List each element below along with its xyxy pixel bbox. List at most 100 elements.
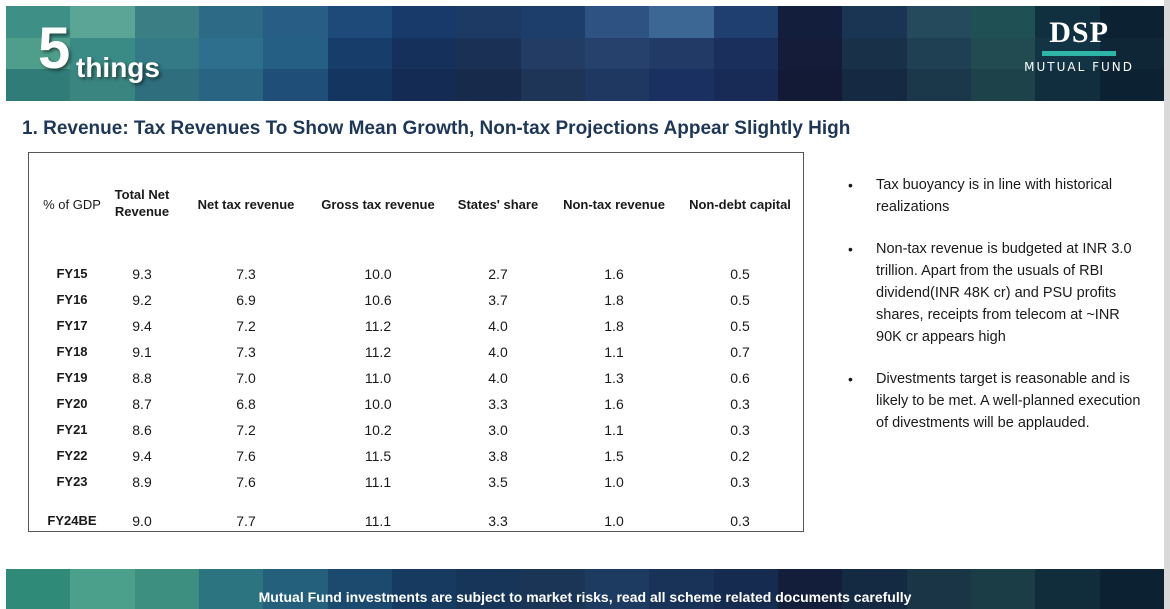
table-row: FY19 8.8 7.0 11.0 4.0 1.3 0.6 <box>29 370 803 390</box>
table-row: FY16 9.2 6.9 10.6 3.7 1.8 0.5 <box>29 292 803 312</box>
table-cell: 4.0 <box>488 344 508 360</box>
mosaic-tile <box>971 6 1036 38</box>
table-cell: 7.3 <box>236 344 256 360</box>
table-cell: 9.2 <box>132 292 152 308</box>
brand-word: things <box>76 52 160 83</box>
table-cell: 1.0 <box>604 513 624 529</box>
mosaic-tile <box>327 69 392 101</box>
mosaic-tile <box>713 37 778 70</box>
table-cell: 0.5 <box>730 292 750 308</box>
mosaic-tile <box>456 569 521 609</box>
mosaic-tile <box>70 69 135 101</box>
mosaic-tile <box>70 569 135 609</box>
mosaic-tile <box>456 69 521 101</box>
table-cell: 1.1 <box>604 344 624 360</box>
table-row: FY18 9.1 7.3 11.2 4.0 1.1 0.7 <box>29 344 803 364</box>
mosaic-tile <box>778 6 843 38</box>
mosaic-tile <box>906 569 971 609</box>
table-row: FY21 8.6 7.2 10.2 3.0 1.1 0.3 <box>29 422 803 442</box>
table-header-cell: Net tax revenue <box>197 197 295 212</box>
logo-sub-text: MUTUAL FUND <box>1024 60 1134 74</box>
table-header-cell: Gross tax revenue <box>321 197 435 212</box>
row-year-label: FY23 <box>56 474 88 489</box>
footer-disclaimer: Mutual Fund investments are subject to m… <box>258 589 912 605</box>
mosaic-tile <box>842 6 907 38</box>
table-cell: 6.9 <box>236 292 256 308</box>
table-cell: 0.6 <box>730 370 750 386</box>
row-year-label: FY22 <box>56 448 88 463</box>
mosaic-tile <box>70 37 135 70</box>
bullet-item: • Non-tax revenue is budgeted at INR 3.0 … <box>844 238 1144 348</box>
mosaic-tile <box>585 37 650 70</box>
mosaic-tile <box>392 6 457 38</box>
mosaic-tile <box>134 6 199 38</box>
table-cell: 10.6 <box>364 292 392 308</box>
mosaic-tile <box>713 569 778 609</box>
row-year-label: FY17 <box>56 318 88 333</box>
mosaic-tile <box>1099 6 1164 38</box>
mosaic-tile <box>6 6 71 38</box>
mosaic-tile <box>456 37 521 70</box>
table-cell: 0.3 <box>730 396 750 412</box>
mosaic-tile <box>649 6 714 38</box>
table-cell: 7.6 <box>236 474 256 490</box>
mosaic-tile <box>842 69 907 101</box>
mosaic-tile <box>199 6 264 38</box>
table-cell: 0.5 <box>730 266 750 282</box>
table-cell: 9.3 <box>132 266 152 282</box>
table-cell: 11.2 <box>364 344 392 360</box>
mosaic-tile <box>199 37 264 70</box>
row-year-label: FY19 <box>56 370 88 385</box>
page-edge <box>1164 0 1170 609</box>
mosaic-tile <box>842 37 907 70</box>
table-cell: 9.1 <box>132 344 152 360</box>
table-header-cell: States' share <box>457 197 539 212</box>
row-year-label: FY18 <box>56 344 88 359</box>
table-cell: 9.0 <box>132 513 152 529</box>
dsp-logo: DSP MUTUAL FUND <box>1024 16 1134 75</box>
table-cell: 11.0 <box>364 370 392 386</box>
mosaic-tile <box>327 569 392 609</box>
bullet-list: • Tax buoyancy is in line with historical… <box>844 174 1144 454</box>
mosaic-tile <box>263 37 328 70</box>
table-cell: 0.5 <box>730 318 750 334</box>
table-cell: 0.2 <box>730 448 750 464</box>
mosaic-tile <box>1099 569 1164 609</box>
brand-number: 5 <box>38 16 71 81</box>
bullet-text: Tax buoyancy is in line with historical … <box>876 177 1113 215</box>
table-row: FY17 9.4 7.2 11.2 4.0 1.8 0.5 <box>29 318 803 338</box>
bullet-text: Non-tax revenue is budgeted at INR 3.0 t… <box>876 241 1132 345</box>
mosaic-tile <box>520 6 585 38</box>
mosaic-tile <box>199 69 264 101</box>
mosaic-tile <box>392 569 457 609</box>
table-cell: 3.7 <box>488 292 508 308</box>
mosaic-tile <box>585 569 650 609</box>
table-row: FY24BE 9.0 7.7 11.1 3.3 1.0 0.3 <box>29 513 803 533</box>
table-cell: 7.6 <box>236 448 256 464</box>
table-cell: 0.7 <box>730 344 750 360</box>
table-header-cell: Total Net Revenue <box>114 187 170 219</box>
table-cell: 1.6 <box>604 396 624 412</box>
table-cell: 4.0 <box>488 370 508 386</box>
table-cell: 1.8 <box>604 292 624 308</box>
table-cell: 0.3 <box>730 422 750 438</box>
table-cell: 9.4 <box>132 448 152 464</box>
table-cell: 3.8 <box>488 448 508 464</box>
table-header-cell: Non-tax revenue <box>563 197 665 212</box>
mosaic-tile <box>842 569 907 609</box>
table-cell: 3.3 <box>488 513 508 529</box>
table-cell: 7.7 <box>236 513 256 529</box>
bullet-dot-icon: • <box>848 177 853 193</box>
table-header-cell: Non-debt capital <box>689 197 791 212</box>
table-cell: 1.3 <box>604 370 624 386</box>
header-banner: 5 things DSP MUTUAL FUND <box>6 6 1164 101</box>
logo-main-text: DSP <box>1049 16 1109 49</box>
mosaic-tile <box>971 569 1036 609</box>
mosaic-tile <box>585 6 650 38</box>
mosaic-tile <box>778 569 843 609</box>
table-cell: 11.1 <box>364 513 392 529</box>
table-cell: 0.3 <box>730 474 750 490</box>
table-cell: 3.5 <box>488 474 508 490</box>
mosaic-tile <box>971 37 1036 70</box>
table-cell: 3.3 <box>488 396 508 412</box>
